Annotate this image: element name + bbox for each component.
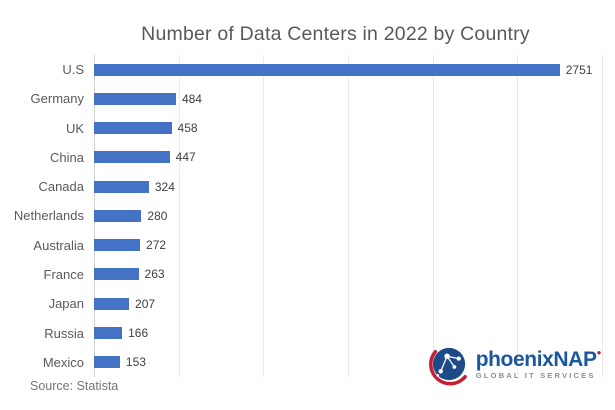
value-label: 484 <box>181 91 202 106</box>
globe-network-icon <box>428 347 467 386</box>
chart-row: Canada 324 <box>0 172 607 201</box>
bar-track: 458 <box>94 121 607 135</box>
chart-row: Mexico 153 <box>0 348 607 377</box>
chart-row: U.S 2751 <box>0 55 607 84</box>
phoenixnap-logo: phoenixNAP● GLOBAL IT SERVICES <box>428 343 601 386</box>
bar-track: 263 <box>94 267 607 281</box>
chart-title: Number of Data Centers in 2022 by Countr… <box>141 23 530 45</box>
bar <box>94 63 560 76</box>
logo-wordmark-suffix: NAP <box>553 348 597 372</box>
chart-row: Netherlands 280 <box>0 201 607 230</box>
bar <box>94 209 142 222</box>
bar-track: 166 <box>94 326 607 340</box>
bar-chart: U.S 2751 Germany 484 UK 458 China 447 Canada 324 N… <box>0 55 607 377</box>
source-note: Source: Statista <box>30 379 119 393</box>
bar-track: 153 <box>94 355 607 369</box>
gridline <box>178 55 180 377</box>
category-label: Australia <box>33 237 84 253</box>
value-label: 2751 <box>565 62 593 77</box>
value-label: 458 <box>177 121 198 136</box>
bar-track: 280 <box>94 209 607 223</box>
bar <box>94 356 120 369</box>
chart-row: Russia 166 <box>0 318 607 347</box>
chart-row: Australia 272 <box>0 231 607 260</box>
value-label: 153 <box>125 355 146 370</box>
category-label: France <box>43 266 84 282</box>
gridline <box>347 55 349 377</box>
value-label: 207 <box>135 296 156 311</box>
bar <box>94 268 139 281</box>
category-label: Russia <box>44 325 84 341</box>
gridline <box>432 55 434 377</box>
logo-text: phoenixNAP● GLOBAL IT SERVICES <box>475 348 602 381</box>
bar <box>94 180 149 193</box>
bar-track: 447 <box>94 150 607 164</box>
chart-row: China 447 <box>0 143 607 172</box>
value-label: 272 <box>146 238 167 253</box>
value-label: 166 <box>128 326 149 341</box>
category-label: Netherlands <box>13 208 84 224</box>
bar-track: 324 <box>94 180 607 194</box>
gridline-layer <box>94 55 607 377</box>
bar-track: 207 <box>94 297 607 311</box>
gridline <box>263 55 265 377</box>
bar-track: 484 <box>94 92 607 106</box>
value-label: 324 <box>154 179 175 194</box>
bar-track: 272 <box>94 238 607 252</box>
gridline <box>517 55 519 377</box>
logo-wordmark: phoenixNAP● <box>475 348 602 372</box>
value-label: 280 <box>147 208 168 223</box>
bar <box>94 239 141 252</box>
category-label: U.S <box>62 62 84 78</box>
value-label: 447 <box>175 150 196 165</box>
category-label: Germany <box>30 91 84 107</box>
category-label: Japan <box>48 296 84 312</box>
bar <box>94 327 123 340</box>
chart-row: Germany 484 <box>0 84 607 113</box>
chart-row: France 263 <box>0 260 607 289</box>
gridline <box>601 55 603 377</box>
category-label: Canada <box>38 179 84 195</box>
bar <box>94 92 176 105</box>
logo-wordmark-prefix: phoenix <box>475 348 554 372</box>
bar-track: 2751 <box>94 63 607 77</box>
bar <box>94 122 172 135</box>
category-label: UK <box>65 120 84 136</box>
logo-tagline: GLOBAL IT SERVICES <box>475 371 596 381</box>
value-label: 263 <box>144 267 165 282</box>
bar <box>94 297 130 310</box>
category-label: China <box>50 149 84 165</box>
trademark-dot-icon: ● <box>596 348 602 358</box>
category-label: Mexico <box>42 354 84 370</box>
chart-row: Japan 207 <box>0 289 607 318</box>
bar <box>94 151 170 164</box>
chart-row: UK 458 <box>0 114 607 143</box>
